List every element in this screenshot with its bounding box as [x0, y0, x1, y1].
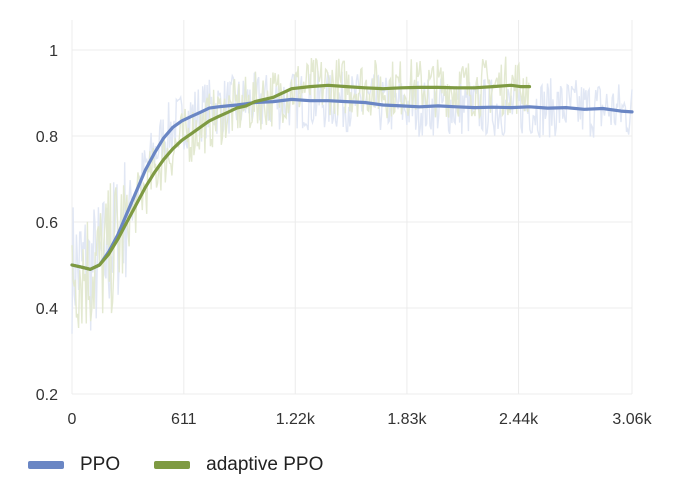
legend-label-ppo: PPO [80, 454, 121, 475]
x-tick-label: 2.44k [499, 411, 539, 428]
x-tick-label: 1.22k [276, 411, 316, 428]
x-axis-ticks: 0 611 1.22k 1.83k 2.44k 3.06k [68, 411, 653, 428]
line-chart: 0.2 0.4 0.6 0.8 1 0 611 1.22k 1.83k 2.44k 3.06k [36, 20, 653, 428]
y-tick-label: 0.2 [36, 387, 58, 404]
legend-label-adaptive-ppo: adaptive PPO [206, 454, 324, 475]
legend-swatch-ppo [28, 461, 64, 469]
x-tick-label: 0 [68, 411, 77, 428]
x-tick-label: 3.06k [612, 411, 652, 428]
x-tick-label: 611 [171, 411, 197, 428]
series-line-adaptive-ppo [70, 83, 532, 271]
x-tick-label: 1.83k [387, 411, 427, 428]
y-axis-ticks: 0.2 0.4 0.6 0.8 1 [36, 43, 58, 404]
series-line-ppo [70, 97, 634, 271]
y-tick-label: 0.8 [36, 129, 58, 146]
y-tick-label: 0.4 [36, 301, 58, 318]
smoothed-series-layer [70, 83, 634, 271]
legend-item-ppo[interactable]: PPO [28, 454, 120, 476]
chart-grid [71, 20, 633, 395]
raw-trace-ppo [71, 70, 633, 334]
legend-item-adaptive-ppo[interactable]: adaptive PPO [154, 454, 323, 476]
legend-swatch-adaptive-ppo [154, 461, 191, 469]
y-tick-label: 1 [49, 43, 58, 60]
legend: PPO adaptive PPO [28, 454, 357, 476]
y-tick-label: 0.6 [36, 215, 58, 232]
raw-series-layer [71, 56, 633, 334]
